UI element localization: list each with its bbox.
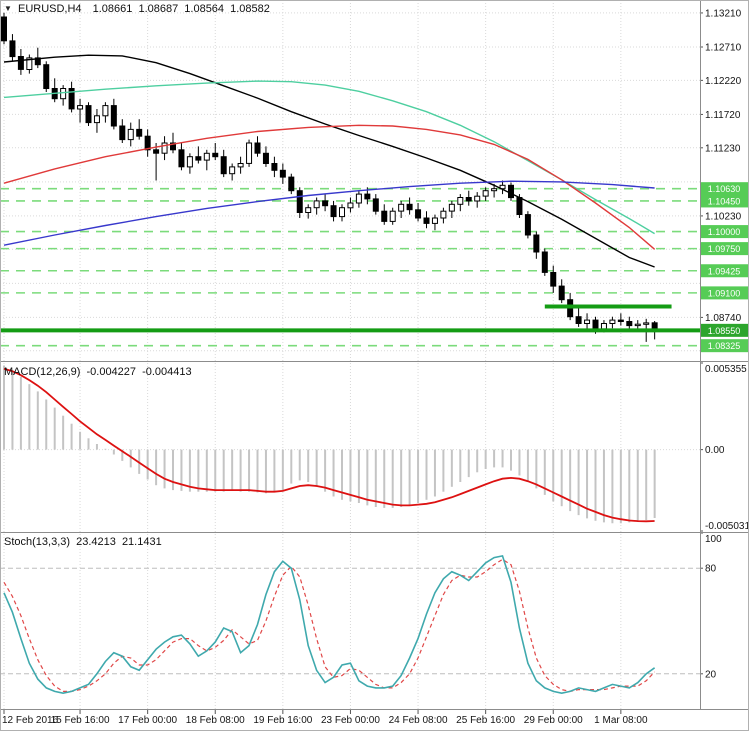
macd-indicator-label: MACD(12,26,9)	[4, 366, 81, 378]
svg-text:80: 80	[705, 564, 717, 575]
price-level-badge	[701, 194, 748, 208]
stoch-main-value: 23.4213	[76, 536, 116, 548]
svg-text:1.11230: 1.11230	[705, 143, 741, 154]
ma-black	[3, 54, 655, 268]
stoch-signal-value: 21.1431	[121, 536, 162, 548]
svg-text:25 Feb 16:00: 25 Feb 16:00	[456, 715, 515, 726]
price-level-badge	[701, 242, 748, 256]
svg-text:1.12220: 1.12220	[705, 76, 742, 87]
svg-text:20: 20	[705, 669, 717, 680]
stoch-panel-header: Stoch(13,3,3) 23.4213 21.1431	[4, 536, 165, 548]
symbol-timeframe-label: EURUSD,H4	[17, 3, 82, 15]
price-level-badge	[701, 339, 748, 353]
macd-panel-header: MACD(12,26,9) -0.004227 -0.004413	[4, 366, 195, 378]
svg-text:17 Feb 00:00: 17 Feb 00:00	[118, 715, 177, 726]
ohlc-high-value: 1.08687	[138, 3, 179, 15]
svg-text:0.00: 0.00	[705, 445, 725, 456]
stoch-signal-line	[3, 558, 656, 693]
macd-signal-value: -0.004413	[142, 366, 192, 378]
svg-text:1.08740: 1.08740	[705, 313, 742, 324]
svg-text:29 Feb 00:00: 29 Feb 00:00	[524, 715, 583, 726]
svg-text:1.08550: 1.08550	[708, 326, 741, 336]
price-level-badge	[701, 182, 748, 196]
macd-main-value: -0.004227	[86, 366, 137, 378]
svg-text:1.11720: 1.11720	[705, 110, 741, 121]
svg-text:1.09100: 1.09100	[708, 288, 741, 298]
ma-blue	[3, 180, 655, 246]
svg-text:1.12710: 1.12710	[705, 42, 742, 53]
stoch-main-line	[3, 554, 656, 695]
svg-text:1 Mar 08:00: 1 Mar 08:00	[594, 715, 648, 726]
svg-text:1.10450: 1.10450	[708, 196, 741, 206]
key-level-solid-lines[interactable]	[0, 304, 700, 333]
price-level-badge	[701, 286, 748, 300]
svg-text:1.09750: 1.09750	[708, 244, 741, 254]
svg-text:15 Feb 16:00: 15 Feb 16:00	[51, 715, 110, 726]
ohlc-low-value: 1.08564	[184, 3, 225, 15]
svg-text:100: 100	[705, 534, 722, 545]
price-level-badge	[701, 225, 748, 239]
macd-signal-line	[3, 367, 655, 523]
svg-text:1.09425: 1.09425	[708, 266, 741, 276]
svg-text:1.10630: 1.10630	[708, 184, 741, 194]
support-resistance-dashed-lines[interactable]	[0, 187, 700, 347]
candlestick-series	[1, 12, 658, 342]
price-level-badge	[701, 264, 748, 278]
stoch-indicator-label: Stoch(13,3,3)	[4, 536, 71, 548]
svg-text:1.10000: 1.10000	[708, 227, 741, 237]
svg-text:1.10230: 1.10230	[705, 211, 742, 222]
ma-red	[3, 124, 656, 250]
main-chart-header: ▼ EURUSD,H4 1.08661 1.08687 1.08564 1.08…	[4, 3, 273, 15]
svg-text:12 Feb 2016: 12 Feb 2016	[2, 715, 59, 726]
svg-text:-0.005031: -0.005031	[705, 521, 749, 532]
chart-collapse-icon[interactable]: ▼	[4, 4, 12, 13]
vertical-gridlines	[3, 0, 622, 709]
price-axis: 1.13210 1.12710 1.12220 1.11720 1.11230 1.102…	[700, 8, 748, 353]
svg-text:19 Feb 16:00: 19 Feb 16:00	[253, 715, 312, 726]
svg-text:24 Feb 08:00: 24 Feb 08:00	[389, 715, 448, 726]
svg-text:23 Feb 00:00: 23 Feb 00:00	[321, 715, 380, 726]
svg-text:1.08325: 1.08325	[708, 341, 741, 351]
price-level-badge	[701, 323, 748, 337]
ohlc-close-value: 1.08582	[230, 3, 270, 15]
svg-text:1.13210: 1.13210	[705, 8, 742, 19]
svg-text:18 Feb 08:00: 18 Feb 08:00	[186, 715, 245, 726]
ohlc-open-value: 1.08661	[92, 3, 133, 15]
svg-text:0.005355: 0.005355	[705, 364, 747, 375]
